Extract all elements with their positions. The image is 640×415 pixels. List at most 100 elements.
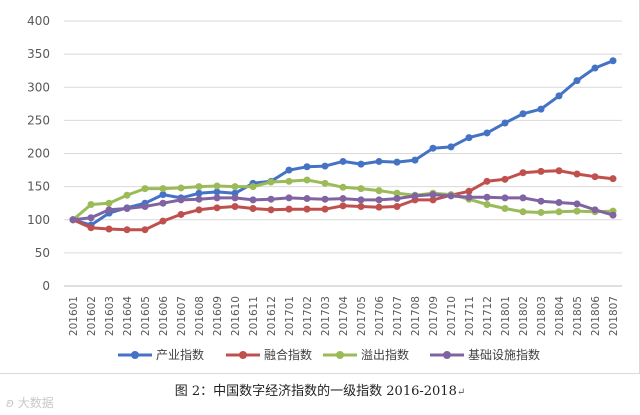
y-tick-label: 350 <box>27 47 50 61</box>
data-point <box>159 185 167 193</box>
data-point <box>519 169 527 177</box>
data-point <box>591 173 599 181</box>
data-point <box>195 183 203 191</box>
data-point <box>357 203 365 210</box>
legend-item-4: 基础设施指数 <box>430 347 540 362</box>
data-point <box>573 200 581 208</box>
data-point <box>177 196 185 204</box>
data-point <box>303 195 311 203</box>
y-tick-label: 100 <box>27 213 50 227</box>
x-tick-label: 201609 <box>212 296 224 336</box>
x-tick-label: 201704 <box>338 296 350 336</box>
data-point <box>501 194 509 202</box>
data-point <box>573 170 581 178</box>
data-point <box>465 134 473 142</box>
legend-label: 基础设施指数 <box>468 347 540 362</box>
data-point <box>393 158 401 166</box>
data-point <box>501 204 509 212</box>
data-point <box>519 208 527 216</box>
x-tick-label: 201803 <box>536 296 548 336</box>
x-tick-label: 201707 <box>392 296 404 336</box>
data-point <box>213 204 221 212</box>
x-tick-label: 201611 <box>248 296 260 336</box>
data-point <box>195 195 203 203</box>
data-point <box>375 203 383 211</box>
data-point <box>87 224 95 232</box>
legend-item-3: 溢出指数 <box>323 347 409 362</box>
data-point <box>195 189 203 197</box>
data-point <box>483 129 491 137</box>
data-point <box>429 144 437 152</box>
data-point <box>141 203 149 210</box>
x-tick-label: 201703 <box>320 296 332 336</box>
data-point <box>249 204 257 212</box>
data-point <box>483 201 491 209</box>
x-tick-label: 201602 <box>86 296 98 336</box>
data-point <box>213 188 221 196</box>
legend-marker <box>239 351 247 359</box>
y-tick-label: 300 <box>27 80 50 94</box>
data-point <box>123 204 131 212</box>
data-point <box>285 205 293 213</box>
data-point <box>429 196 437 204</box>
legend-item-1: 产业指数 <box>118 347 204 362</box>
data-point <box>447 143 455 151</box>
legend-label: 产业指数 <box>156 347 204 362</box>
data-point <box>231 203 239 210</box>
data-point <box>195 206 203 214</box>
data-point <box>213 194 221 202</box>
data-point <box>231 183 239 191</box>
x-tick-label: 201705 <box>356 296 368 336</box>
x-tick-label: 201712 <box>482 296 494 336</box>
x-tick-label: 201710 <box>446 296 458 336</box>
data-point <box>267 206 275 214</box>
data-point <box>591 206 599 214</box>
x-tick-label: 201608 <box>194 296 206 336</box>
data-point <box>105 225 113 233</box>
data-point <box>339 183 347 191</box>
data-point <box>501 175 509 183</box>
data-point <box>483 177 491 185</box>
data-point <box>555 92 563 100</box>
grid-lines <box>64 20 622 287</box>
data-point <box>537 208 545 216</box>
data-point <box>537 167 545 175</box>
data-point <box>69 216 77 224</box>
data-point <box>141 185 149 193</box>
data-point <box>375 196 383 204</box>
data-point <box>87 214 95 222</box>
data-point <box>123 191 131 199</box>
y-tick-label: 200 <box>27 147 50 161</box>
y-tick-label: 400 <box>27 14 50 28</box>
data-point <box>411 192 419 200</box>
data-point <box>267 195 275 203</box>
y-axis-ticks: 0 50 100 150 200 250 300 350 400 <box>27 14 50 293</box>
data-point <box>339 157 347 165</box>
legend-item-2: 融合指数 <box>226 347 312 362</box>
data-point <box>537 197 545 205</box>
data-point <box>249 183 257 191</box>
data-point <box>375 187 383 195</box>
data-point <box>321 195 329 203</box>
data-point <box>447 192 455 200</box>
x-tick-label: 201604 <box>122 296 134 336</box>
data-point <box>573 207 581 215</box>
y-tick-label: 150 <box>27 180 50 194</box>
x-tick-label: 201612 <box>266 296 278 336</box>
data-point <box>483 193 491 201</box>
data-point <box>285 177 293 185</box>
legend-marker <box>131 351 139 359</box>
legend-label: 融合指数 <box>264 347 312 362</box>
data-point <box>249 196 257 204</box>
x-tick-label: 201804 <box>554 296 566 336</box>
data-point <box>591 64 599 72</box>
data-point <box>123 226 131 234</box>
watermark-logo: ʚ 大数据 <box>6 394 54 411</box>
x-tick-label: 201706 <box>374 296 386 336</box>
data-point <box>87 201 95 209</box>
x-tick-label: 201801 <box>500 296 512 336</box>
x-tick-label: 201601 <box>68 296 80 336</box>
x-tick-label: 201606 <box>158 296 170 336</box>
series-lines <box>69 57 617 234</box>
